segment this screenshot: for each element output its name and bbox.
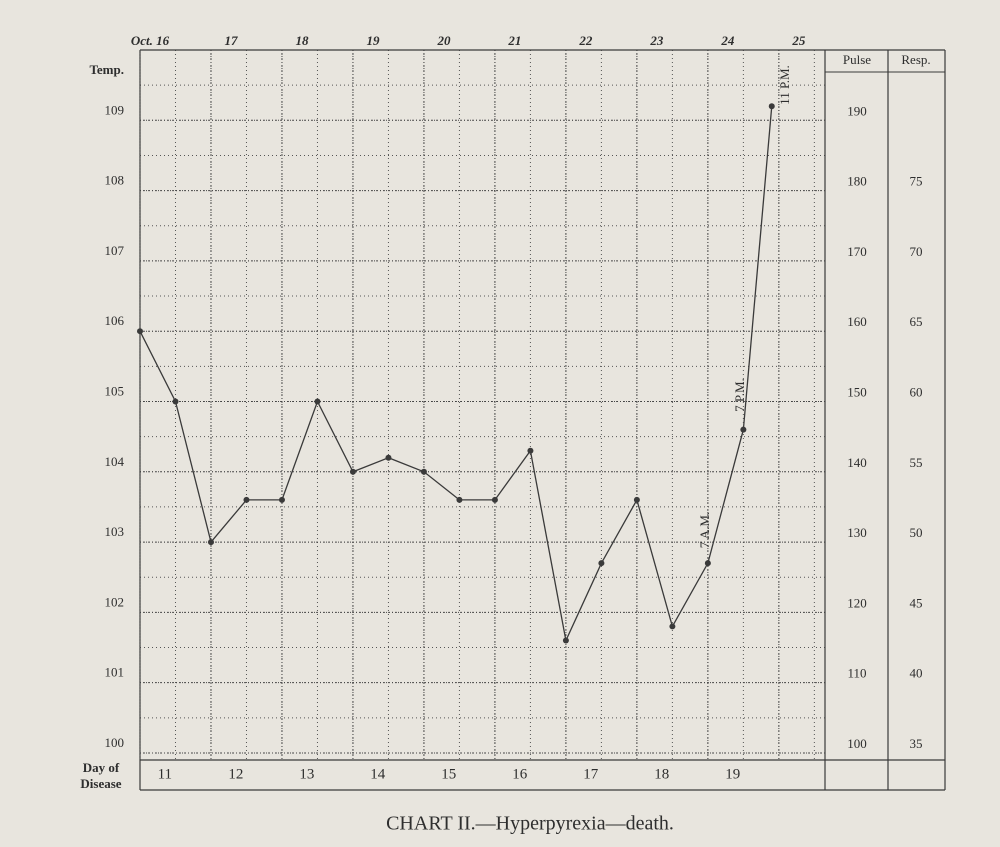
y-tick-label: 102 [105, 594, 125, 609]
pulse-tick-label: 160 [847, 314, 867, 329]
resp-tick-label: 65 [910, 314, 923, 329]
temp-point [704, 560, 711, 567]
temp-point [172, 398, 179, 405]
temp-point [562, 637, 569, 644]
y-tick-label: 104 [105, 454, 125, 469]
temp-line [139, 106, 773, 643]
resp-tick-label: 60 [910, 384, 923, 399]
x-tick-label: Oct. 16 [131, 33, 170, 48]
day-label: Disease [80, 776, 121, 791]
x-tick-label: 20 [436, 33, 451, 48]
temp-point [207, 539, 214, 546]
temp-point [243, 496, 250, 503]
pulse-tick-label: 110 [847, 666, 866, 681]
pulse-tick-label: 180 [847, 174, 867, 189]
annotation: 11 P.M. [777, 65, 792, 105]
temp-point [456, 496, 463, 503]
temp-point [278, 496, 285, 503]
pulse-tick-label: 150 [847, 384, 867, 399]
temp-point [137, 328, 143, 335]
x-tick-label: 23 [649, 33, 664, 48]
pulse-tick-label: 130 [847, 525, 867, 540]
temp-point [420, 468, 427, 475]
y-axis-label: Temp. [89, 62, 124, 77]
resp-tick-label: 70 [910, 244, 923, 259]
temp-point [491, 496, 498, 503]
x-tick-label: 22 [578, 33, 593, 48]
day-label: Day of [83, 760, 120, 775]
x-tick-label: 21 [507, 33, 521, 48]
day-label: 16 [512, 766, 528, 782]
y-tick-label: 101 [105, 665, 125, 680]
pulse-tick-label: 120 [847, 595, 867, 610]
pulse-label: Pulse [843, 52, 871, 67]
pulse-tick-label: 140 [847, 455, 867, 470]
chart-title: CHART II.—Hyperpyrexia—death. [386, 813, 674, 835]
y-tick-label: 103 [105, 524, 125, 539]
day-label: 14 [370, 766, 386, 782]
x-tick-label: 25 [791, 33, 806, 48]
x-tick-label: 19 [366, 33, 380, 48]
temp-point [633, 496, 640, 503]
day-label: 11 [158, 766, 172, 782]
temp-point [349, 468, 356, 475]
temp-point [768, 103, 775, 110]
y-tick-label: 108 [105, 173, 125, 188]
day-label: 19 [725, 766, 740, 782]
day-label: 18 [654, 766, 669, 782]
pulse-tick-label: 100 [847, 736, 867, 751]
pulse-tick-label: 170 [847, 244, 867, 259]
annotation: 7 P.M. [732, 378, 747, 412]
resp-tick-label: 45 [910, 595, 923, 610]
temp-point [527, 447, 534, 454]
y-tick-label: 100 [105, 735, 125, 750]
x-tick-label: 17 [224, 33, 238, 48]
temp-point [598, 560, 605, 567]
day-label: 17 [583, 766, 599, 782]
day-label: 15 [441, 766, 456, 782]
y-tick-label: 107 [105, 243, 125, 258]
y-tick-label: 106 [105, 313, 125, 328]
temp-point [740, 426, 747, 433]
resp-tick-label: 75 [910, 174, 923, 189]
y-tick-label: 105 [105, 383, 125, 398]
resp-tick-label: 55 [910, 455, 923, 470]
pulse-tick-label: 190 [847, 103, 867, 118]
x-tick-label: 24 [720, 33, 735, 48]
resp-label: Resp. [901, 52, 930, 67]
day-label: 13 [299, 766, 314, 782]
x-tick-label: 18 [295, 33, 309, 48]
day-label: 12 [228, 766, 243, 782]
temp-point [669, 623, 676, 630]
temp-point [385, 454, 392, 461]
y-tick-label: 109 [105, 102, 125, 117]
temp-point [314, 398, 321, 405]
resp-tick-label: 50 [910, 525, 923, 540]
annotation: 7 A.M. [697, 512, 712, 548]
resp-tick-label: 35 [910, 736, 923, 751]
resp-tick-label: 40 [910, 666, 923, 681]
